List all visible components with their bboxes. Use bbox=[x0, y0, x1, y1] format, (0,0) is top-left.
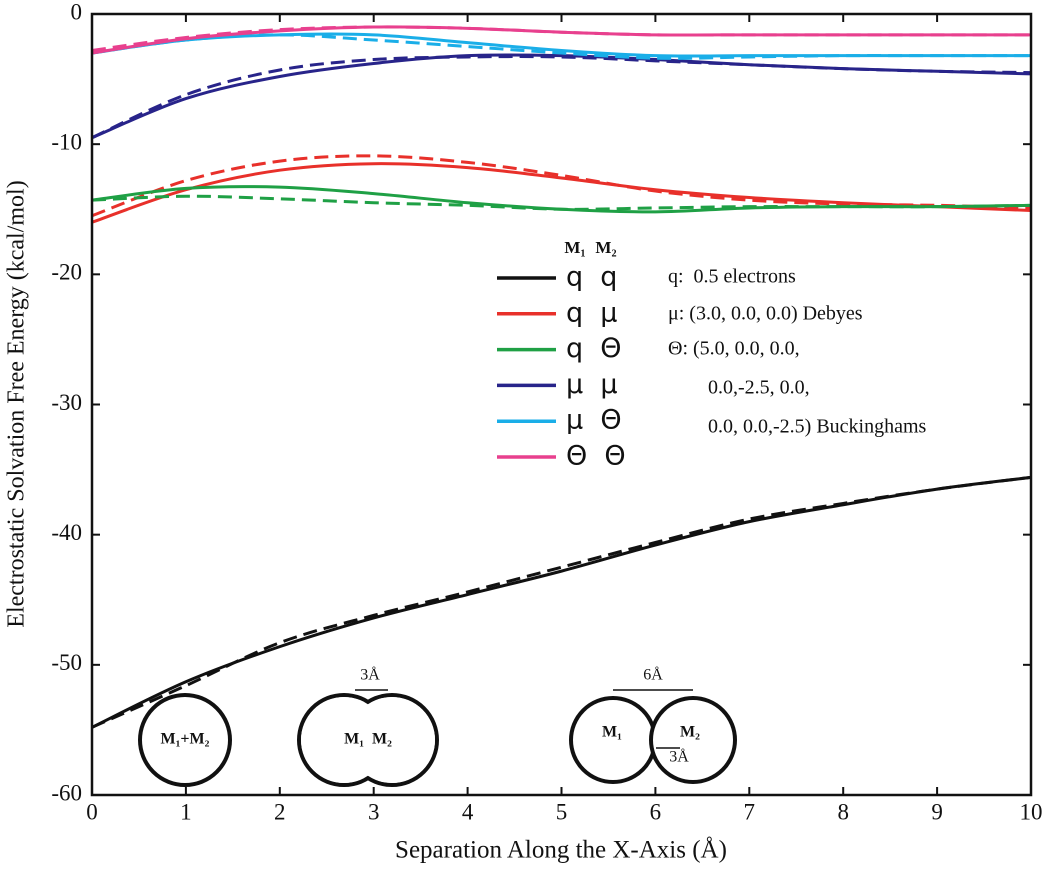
legend-header: M₂ bbox=[595, 238, 616, 257]
legend-label: q Θ bbox=[566, 333, 622, 364]
y-tick-label: 0 bbox=[71, 0, 83, 24]
dashed-line bbox=[91, 475, 1032, 729]
note: Θ: (5.0, 0.0, 0.0, bbox=[668, 338, 800, 360]
x-tick-label: 10 bbox=[1020, 799, 1043, 824]
inset-label: M₂ bbox=[680, 724, 700, 741]
y-tick-label: -40 bbox=[51, 520, 82, 545]
y-tick-label: -10 bbox=[51, 129, 82, 154]
line bbox=[91, 475, 1032, 729]
dashed-line bbox=[91, 25, 1031, 52]
note: 0.0, 0.0,-2.5) Buckinghams bbox=[708, 416, 927, 438]
inset-circle bbox=[649, 696, 737, 784]
inset-circle bbox=[138, 693, 232, 787]
x-tick-label: 8 bbox=[837, 799, 849, 824]
legend-label: Θ Θ bbox=[566, 441, 626, 472]
plot-frame bbox=[90, 12, 1033, 797]
line bbox=[91, 162, 1032, 224]
dashed-line bbox=[91, 55, 1032, 140]
y-tick-label: -20 bbox=[51, 260, 82, 285]
y-tick-label: -30 bbox=[51, 390, 82, 415]
x-tick-label: 7 bbox=[744, 799, 756, 824]
x-tick-label: 2 bbox=[274, 799, 286, 824]
dashed-line bbox=[91, 33, 1031, 60]
y-tick-label: -50 bbox=[51, 650, 82, 675]
dashed-line bbox=[91, 154, 1032, 218]
x-tick-label: 1 bbox=[180, 799, 192, 824]
x-tick-label: 9 bbox=[931, 799, 943, 824]
note: q: 0.5 electrons bbox=[668, 266, 796, 288]
y-axis-label: Electrostatic Solvation Free Energy (kca… bbox=[4, 180, 30, 627]
note: μ: (3.0, 0.0, 0.0) Debyes bbox=[668, 303, 863, 325]
inset-label: M₁+M₂ bbox=[161, 731, 210, 748]
inset-fill bbox=[349, 697, 435, 783]
inset-label: M₁ M₂ bbox=[344, 731, 392, 748]
line bbox=[91, 53, 1032, 140]
note: 0.0,-2.5, 0.0, bbox=[708, 377, 810, 399]
x-tick-label: 6 bbox=[650, 799, 662, 824]
x-tick-label: 4 bbox=[462, 799, 474, 824]
x-tick-label: 5 bbox=[556, 799, 568, 824]
inset-label: 6Å bbox=[643, 666, 663, 684]
x-axis-label: Separation Along the X-Axis (Å) bbox=[395, 837, 727, 864]
inset-label: M₁ bbox=[602, 724, 622, 741]
dashed-line bbox=[91, 194, 1032, 211]
legend-label: μ Θ bbox=[566, 405, 622, 436]
legend-label: q μ bbox=[566, 297, 617, 328]
legend-header: M₁ bbox=[564, 238, 585, 257]
x-tick-label: 0 bbox=[86, 799, 98, 824]
inset-label: 3Å bbox=[360, 666, 380, 684]
inset-label: 3Å bbox=[669, 748, 689, 766]
legend-label: q q bbox=[566, 262, 617, 293]
y-tick-label: -60 bbox=[51, 780, 82, 805]
legend-label: μ μ bbox=[566, 369, 618, 400]
x-tick-label: 3 bbox=[368, 799, 380, 824]
